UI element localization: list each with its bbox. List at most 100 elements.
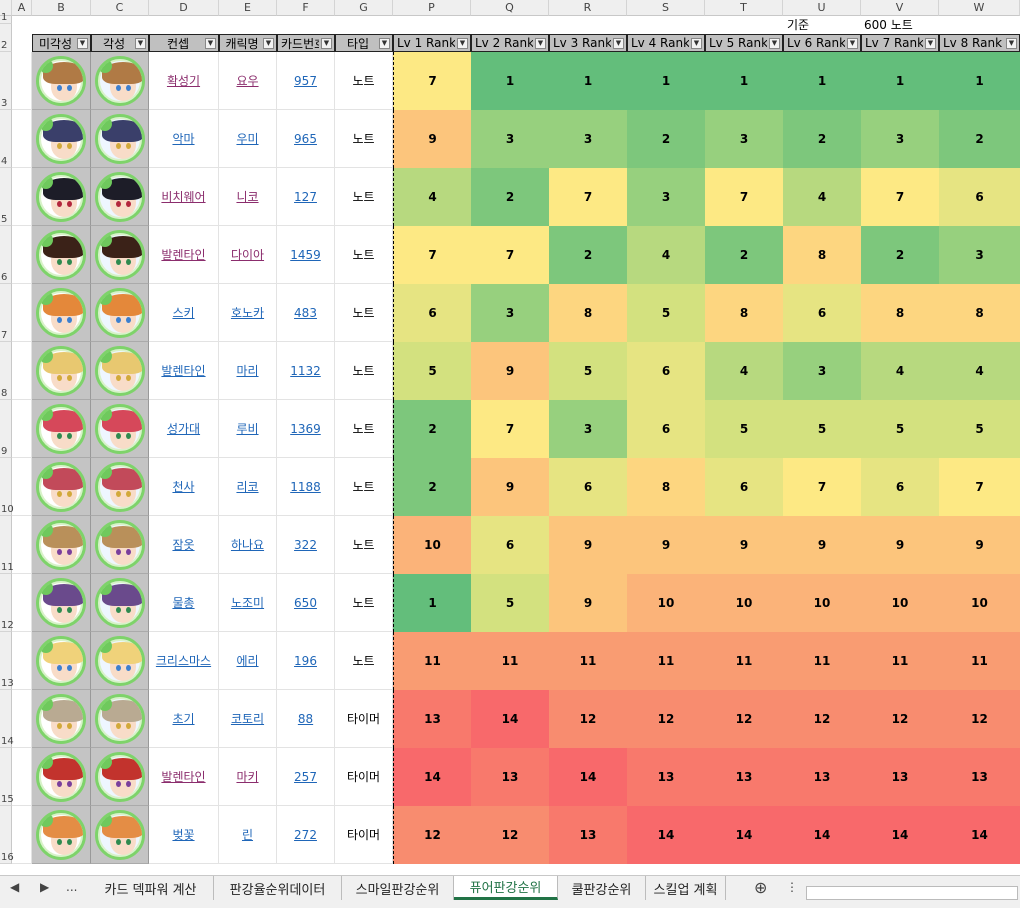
card-number-cell[interactable]: 1369 — [277, 400, 335, 458]
type-cell[interactable]: 타이머 — [335, 806, 393, 864]
row-header[interactable]: 7 — [0, 284, 12, 342]
rank-cell[interactable]: 8 — [939, 284, 1020, 342]
rank-cell[interactable]: 3 — [549, 400, 627, 458]
header-character[interactable]: 캐릭명 ▼ — [219, 34, 277, 52]
rank-cell[interactable]: 13 — [861, 748, 939, 806]
row-header[interactable]: 3 — [0, 52, 12, 110]
header-lv7-rank[interactable]: Lv 7 Rank ▼ — [861, 34, 939, 52]
empty-cell[interactable] — [12, 400, 32, 458]
concept-link[interactable]: 스키 — [172, 306, 195, 320]
rank-cell[interactable]: 1 — [549, 52, 627, 110]
awakened-card-image[interactable] — [91, 52, 149, 110]
awakened-card-image[interactable] — [91, 516, 149, 574]
concept-cell[interactable]: 발렌타인 — [149, 342, 219, 400]
column-header-r[interactable]: R — [549, 0, 627, 16]
concept-cell[interactable]: 천사 — [149, 458, 219, 516]
rank-cell[interactable]: 14 — [705, 806, 783, 864]
character-link[interactable]: 우미 — [236, 132, 259, 146]
card-number-cell[interactable]: 272 — [277, 806, 335, 864]
rank-cell[interactable]: 10 — [627, 574, 705, 632]
rank-cell[interactable]: 3 — [705, 110, 783, 168]
empty-cell[interactable] — [12, 168, 32, 226]
rank-cell[interactable]: 12 — [393, 806, 471, 864]
concept-link[interactable]: 발렌타인 — [161, 770, 206, 784]
type-cell[interactable]: 노트 — [335, 574, 393, 632]
type-cell[interactable]: 노트 — [335, 110, 393, 168]
concept-cell[interactable]: 비치웨어 — [149, 168, 219, 226]
empty-cell[interactable] — [12, 226, 32, 284]
concept-cell[interactable]: 크리스마스 — [149, 632, 219, 690]
rank-cell[interactable]: 13 — [705, 748, 783, 806]
column-header-f[interactable]: F — [277, 0, 335, 16]
unawakened-card-image[interactable] — [32, 226, 91, 284]
row-header[interactable]: 2 — [0, 24, 12, 52]
awakened-card-image[interactable] — [91, 400, 149, 458]
card-number-link[interactable]: 88 — [297, 711, 314, 726]
concept-link[interactable]: 성가대 — [166, 422, 201, 436]
header-lv3-rank[interactable]: Lv 3 Rank ▼ — [549, 34, 627, 52]
type-cell[interactable]: 노트 — [335, 168, 393, 226]
concept-link[interactable]: 초기 — [172, 712, 195, 726]
rank-cell[interactable]: 10 — [783, 574, 861, 632]
empty-cell[interactable] — [12, 458, 32, 516]
rank-cell[interactable]: 12 — [783, 690, 861, 748]
sheet-tab[interactable]: 스킬업 계획 — [646, 876, 726, 900]
awakened-card-image[interactable] — [91, 110, 149, 168]
card-number-cell[interactable]: 196 — [277, 632, 335, 690]
rank-cell[interactable]: 1 — [783, 52, 861, 110]
horizontal-scrollbar[interactable] — [806, 886, 1018, 900]
awakened-card-image[interactable] — [91, 342, 149, 400]
rank-cell[interactable]: 7 — [939, 458, 1020, 516]
empty-cell[interactable] — [12, 516, 32, 574]
header-lv1-rank[interactable]: Lv 1 Rank ▼ — [393, 34, 471, 52]
row-header[interactable]: 11 — [0, 516, 14, 574]
column-header-u[interactable]: U — [783, 0, 861, 16]
header-lv8-rank[interactable]: Lv 8 Rank ▼ — [939, 34, 1020, 52]
character-cell[interactable]: 다이아 — [219, 226, 277, 284]
unawakened-card-image[interactable] — [32, 342, 91, 400]
type-cell[interactable]: 타이머 — [335, 748, 393, 806]
row-header[interactable]: 16 — [0, 806, 14, 864]
header-awakened[interactable]: 각성 ▼ — [91, 34, 149, 52]
character-link[interactable]: 루비 — [236, 422, 259, 436]
row-header[interactable]: 6 — [0, 226, 12, 284]
column-header-w[interactable]: W — [939, 0, 1020, 16]
card-number-link[interactable]: 196 — [294, 653, 317, 668]
rank-cell[interactable]: 9 — [783, 516, 861, 574]
filter-dropdown-icon[interactable]: ▼ — [535, 37, 546, 49]
unawakened-card-image[interactable] — [32, 168, 91, 226]
awakened-card-image[interactable] — [91, 748, 149, 806]
card-number-link[interactable]: 1369 — [290, 421, 321, 436]
type-cell[interactable]: 타이머 — [335, 690, 393, 748]
concept-cell[interactable]: 잠옷 — [149, 516, 219, 574]
character-link[interactable]: 에리 — [236, 654, 259, 668]
tab-menu-icon[interactable]: ⋮ — [786, 880, 798, 894]
type-cell[interactable]: 노트 — [335, 458, 393, 516]
character-cell[interactable]: 마키 — [219, 748, 277, 806]
unawakened-card-image[interactable] — [32, 458, 91, 516]
rank-cell[interactable]: 12 — [705, 690, 783, 748]
filter-dropdown-icon[interactable]: ▼ — [379, 37, 390, 49]
row-header[interactable]: 8 — [0, 342, 12, 400]
header-unawakened[interactable]: 미각성 ▼ — [32, 34, 91, 52]
rank-cell[interactable]: 1 — [471, 52, 549, 110]
rank-cell[interactable]: 9 — [471, 342, 549, 400]
character-link[interactable]: 노조미 — [230, 596, 265, 610]
unawakened-card-image[interactable] — [32, 110, 91, 168]
concept-link[interactable]: 비치웨어 — [161, 190, 206, 204]
unawakened-card-image[interactable] — [32, 400, 91, 458]
row-header[interactable]: 1 — [0, 12, 12, 24]
card-number-link[interactable]: 957 — [294, 73, 317, 88]
empty-cell[interactable] — [12, 574, 32, 632]
column-header-e[interactable]: E — [219, 0, 277, 16]
rank-cell[interactable]: 11 — [705, 632, 783, 690]
concept-cell[interactable]: 발렌타인 — [149, 748, 219, 806]
card-number-link[interactable]: 1132 — [290, 363, 321, 378]
concept-cell[interactable]: 성가대 — [149, 400, 219, 458]
rank-cell[interactable]: 2 — [939, 110, 1020, 168]
character-link[interactable]: 하나요 — [230, 538, 265, 552]
character-cell[interactable]: 요우 — [219, 52, 277, 110]
empty-cell[interactable] — [12, 342, 32, 400]
rank-cell[interactable]: 8 — [627, 458, 705, 516]
unawakened-card-image[interactable] — [32, 748, 91, 806]
